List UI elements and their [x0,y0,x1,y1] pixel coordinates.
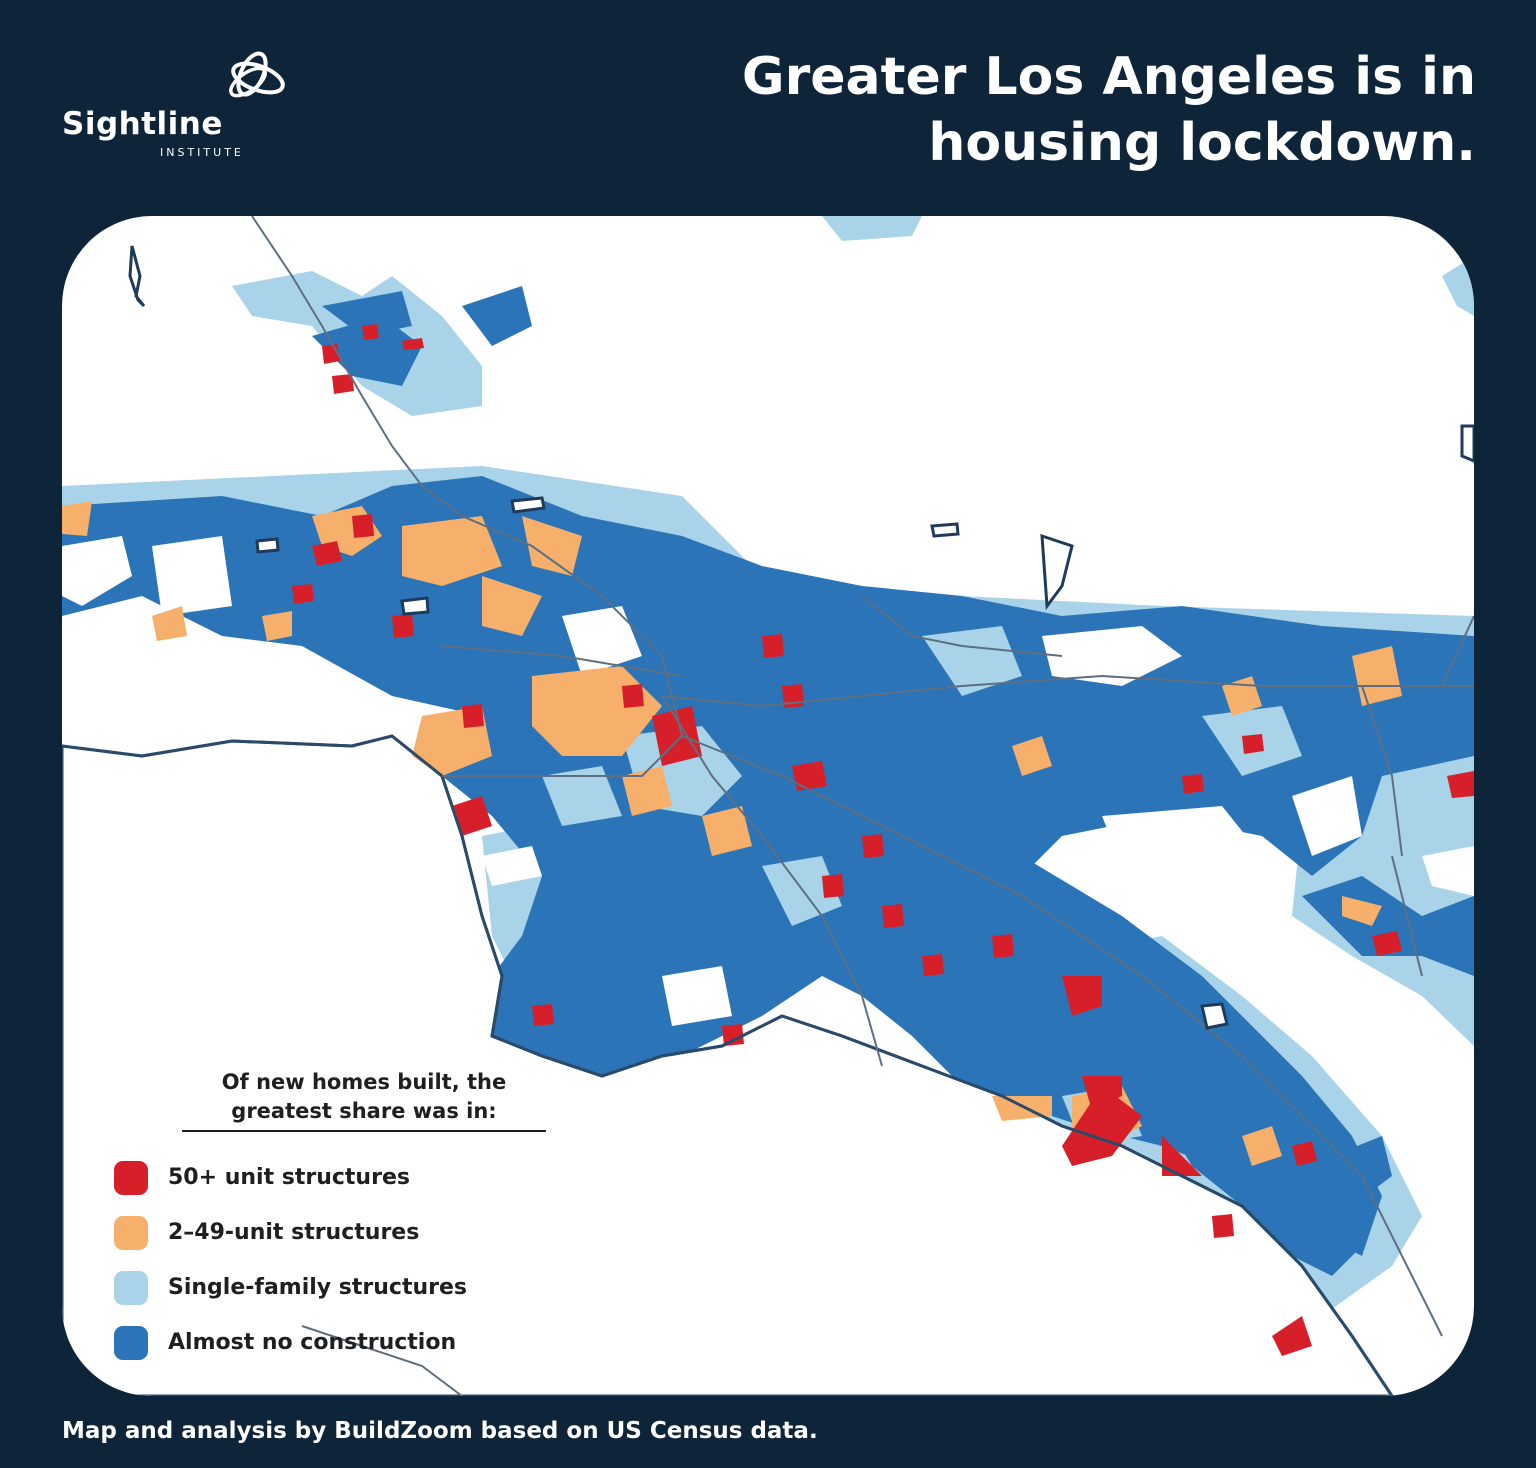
la-housing-map [62,216,1474,1396]
sightline-loops-icon [229,51,285,98]
map-legend: Of new homes built, the greatest share w… [114,1068,546,1370]
legend-items: 50+ unit structures 2–49-unit structures… [114,1150,514,1370]
legend-label: Almost no construction [168,1330,457,1355]
coastline [62,734,1394,1396]
brand-name: Sightline [62,106,223,142]
sightline-logo: Sightline INSTITUTE [62,48,302,168]
legend-item-50plus: 50+ unit structures [114,1150,514,1205]
legend-swatch-orange [114,1215,148,1250]
legend-label: 50+ unit structures [168,1165,410,1190]
legend-item-no-construction: Almost no construction [114,1315,514,1370]
brand-subtitle: INSTITUTE [160,146,244,159]
legend-label: 2–49-unit structures [168,1220,420,1245]
freeways [251,216,1474,1396]
lakes [128,245,1474,1030]
legend-heading: Of new homes built, the greatest share w… [182,1068,546,1132]
legend-item-single-family: Single-family structures [114,1260,514,1315]
legend-swatch-dark-blue [114,1325,148,1360]
map-panel: Of new homes built, the greatest share w… [62,216,1474,1396]
legend-swatch-light-blue [114,1270,148,1305]
legend-label: Single-family structures [168,1275,468,1300]
source-credit: Map and analysis by BuildZoom based on U… [62,1418,818,1444]
page-title: Greater Los Angeles is in housing lockdo… [741,47,1476,173]
legend-item-2-49: 2–49-unit structures [114,1205,514,1260]
legend-swatch-red [114,1160,148,1195]
